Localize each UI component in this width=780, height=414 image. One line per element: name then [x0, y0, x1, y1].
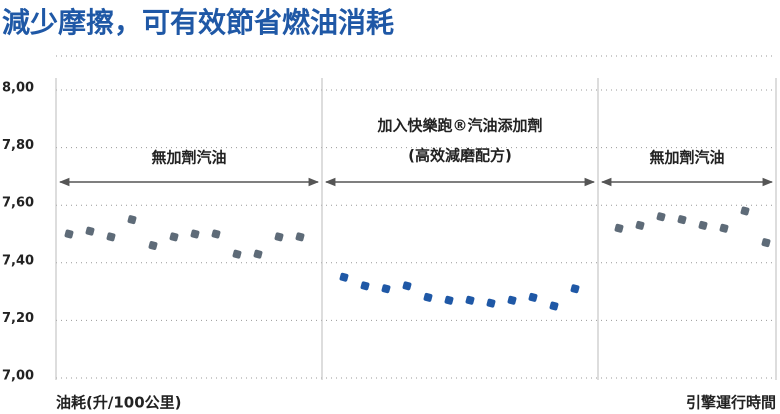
point — [507, 295, 517, 305]
y-tick-label: 7,00 — [2, 369, 34, 384]
point — [570, 284, 580, 294]
point — [740, 206, 750, 216]
point — [486, 298, 496, 308]
y-tick-label: 7,60 — [2, 196, 34, 211]
y-tick-label: 8,00 — [2, 81, 34, 96]
point — [677, 215, 687, 225]
point — [339, 272, 349, 282]
point — [295, 232, 305, 242]
y-axis-label: 油耗(升/100公里) — [56, 394, 182, 412]
y-tick-label: 7,40 — [2, 253, 34, 268]
phase-note: (高效減磨配方) — [408, 147, 512, 165]
point — [85, 226, 95, 236]
point — [148, 241, 158, 250]
point — [381, 284, 391, 294]
point — [127, 215, 137, 225]
phase-label: 無加劑汽油 — [649, 149, 724, 167]
point — [232, 249, 242, 259]
point — [423, 292, 433, 302]
point — [719, 223, 729, 233]
point — [64, 229, 74, 239]
point — [549, 301, 559, 311]
point — [698, 220, 708, 230]
phase-label: 加入快樂跑®汽油添加劑 — [376, 117, 542, 135]
chart-title: 減少摩擦，可有效節省燃油消耗 — [2, 6, 394, 39]
point — [190, 229, 200, 239]
point — [761, 238, 771, 248]
point — [253, 249, 263, 259]
point — [106, 232, 116, 242]
point — [635, 220, 645, 230]
point — [656, 212, 666, 222]
point — [402, 281, 412, 291]
point — [169, 232, 179, 242]
x-axis-label: 引擎運行時間 — [686, 394, 776, 412]
point — [465, 295, 475, 305]
point — [444, 295, 454, 305]
y-tick-label: 7,20 — [2, 311, 34, 326]
phase-label: 無加劑汽油 — [151, 149, 226, 167]
y-tick-label: 7,80 — [2, 138, 34, 153]
point — [360, 281, 370, 291]
point — [528, 292, 538, 302]
point — [614, 223, 624, 233]
point — [274, 232, 284, 242]
point — [211, 229, 221, 239]
